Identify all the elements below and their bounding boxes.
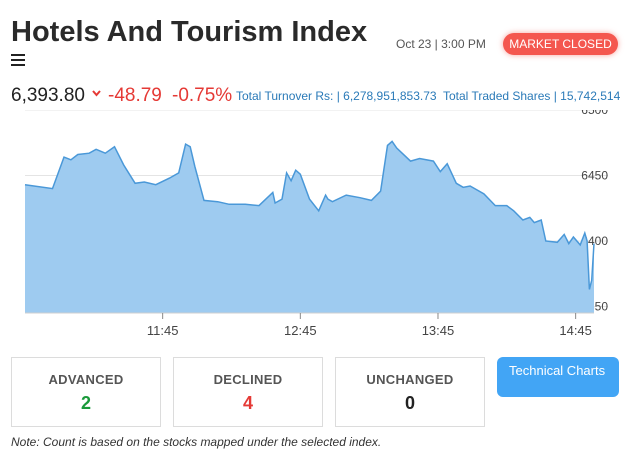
page-title: Hotels And Tourism Index [11, 16, 368, 48]
chevron-down-icon [92, 90, 101, 97]
total-traded-shares: Total Traded Shares | 15,742,514 [443, 89, 621, 103]
technical-charts-button[interactable]: Technical Charts [497, 357, 619, 397]
x-tick-label: 12:45 [284, 323, 317, 338]
index-price: 6,393.80 [11, 85, 85, 106]
declined-value: 4 [242, 393, 253, 413]
y-tick-label: 6400 [581, 234, 608, 248]
advanced-value: 2 [80, 393, 91, 413]
y-tick-label: 6450 [581, 168, 608, 182]
series-line [24, 140, 595, 290]
advanced-card: ADVANCED 2 [11, 357, 161, 427]
price-change: -48.79 [108, 85, 162, 106]
datetime-label: Oct 23 | 3:00 PM [396, 37, 486, 51]
y-tick-label: 6500 [581, 110, 608, 117]
x-tick-label: 13:45 [422, 323, 455, 338]
x-tick-label: 14:45 [559, 323, 592, 338]
unchanged-label: UNCHANGED [366, 372, 454, 387]
footnote: Note: Count is based on the stocks mappe… [11, 435, 382, 449]
advanced-label: ADVANCED [48, 372, 124, 387]
x-tick-label: 11:45 [147, 323, 179, 338]
price-change-percent: -0.75% [172, 85, 233, 106]
area-fill [25, 141, 594, 313]
unchanged-value: 0 [404, 393, 415, 413]
menu-icon[interactable] [11, 54, 25, 68]
declined-card: DECLINED 4 [173, 357, 323, 427]
market-status-badge: MARKET CLOSED [503, 33, 618, 55]
unchanged-card: UNCHANGED 0 [335, 357, 485, 427]
declined-label: DECLINED [213, 372, 283, 387]
total-turnover: Total Turnover Rs: | 6,278,951,853.73 [236, 89, 437, 103]
